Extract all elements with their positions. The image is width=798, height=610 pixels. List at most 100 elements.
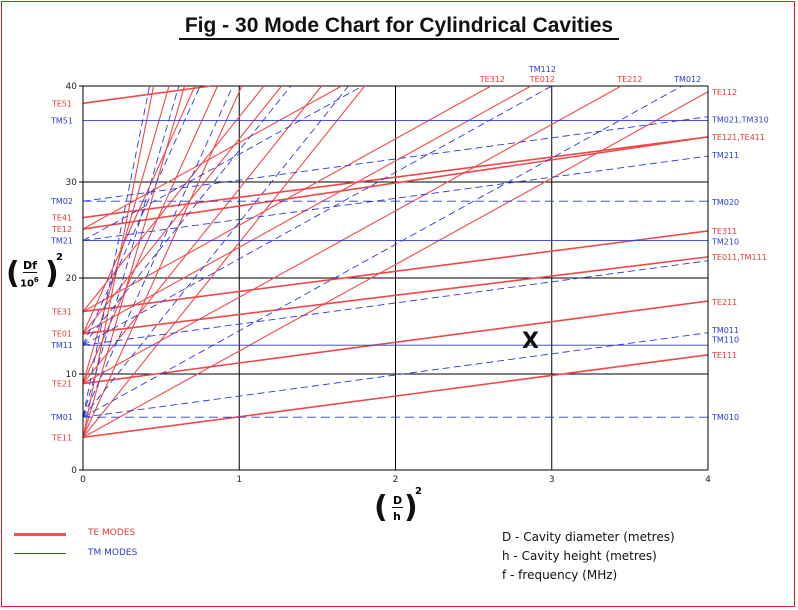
legend-tm-swatch — [14, 553, 66, 554]
legend-te-swatch — [14, 533, 66, 536]
y-label-denominator-base: 10 — [20, 278, 34, 290]
right-mode-label: TM211 — [711, 151, 739, 160]
series-line-te313 — [82, 85, 265, 312]
top-mode-label: TE012 — [529, 75, 555, 84]
left-mode-label: TE51 — [51, 99, 72, 108]
legend: TE MODES TM MODES — [14, 526, 214, 566]
x-axis-label: ( D h ) 2 — [374, 486, 424, 532]
series-line-te213 — [82, 85, 323, 384]
y-label-numerator: Df — [23, 259, 37, 273]
y-label-close-paren: ) — [45, 256, 59, 291]
x-label-close-paren: ) — [404, 490, 418, 525]
legend-item-tm: TM MODES — [14, 548, 214, 560]
series-line-tm113 — [82, 85, 292, 346]
x-tick-label: 3 — [549, 475, 555, 485]
left-mode-label: TE31 — [51, 308, 72, 317]
left-mode-label: TE11 — [51, 433, 72, 442]
series-line-te113 — [82, 85, 366, 438]
left-mode-label: TM21 — [50, 237, 73, 246]
series-line-tm016 — [82, 85, 150, 418]
x-tick-label: 0 — [80, 475, 86, 485]
series-line-te011-tm111 — [82, 256, 709, 335]
x-tick-label: 1 — [236, 475, 242, 485]
y-label-open-paren: ( — [6, 256, 20, 291]
series-line-tm111 — [82, 260, 709, 346]
definition-frequency: f - frequency (MHz) — [502, 568, 618, 582]
right-mode-label: TE112 — [711, 88, 737, 97]
left-mode-label: TM51 — [50, 117, 73, 126]
series-line-tm211 — [82, 155, 709, 242]
x-label-denominator: h — [393, 510, 401, 523]
series-line-te212 — [82, 85, 622, 385]
series-line-tm212 — [82, 85, 363, 241]
left-mode-label: TM11 — [50, 341, 73, 350]
x-tick-label: 4 — [705, 475, 711, 485]
mode-lines — [82, 85, 709, 439]
series-line-tm014 — [82, 85, 234, 418]
left-mode-label: TM01 — [50, 413, 73, 422]
left-mode-label: TE41 — [51, 214, 72, 223]
right-mode-label: TE111 — [711, 351, 737, 360]
series-line-tm011 — [82, 332, 709, 418]
x-marker: X — [522, 329, 539, 354]
top-mode-label: TM112 — [528, 65, 556, 74]
y-label-denominator: 106 — [20, 276, 39, 289]
chart-title-text: Fig - 30 Mode Chart for Cylindrical Cavi… — [178, 14, 620, 40]
top-mode-label: TE212 — [616, 75, 642, 84]
series-line-te111 — [82, 354, 709, 439]
series-line-tm112 — [82, 85, 552, 346]
legend-item-te: TE MODES — [14, 528, 214, 540]
right-mode-label: TM011 — [711, 326, 739, 335]
y-label-exponent: 2 — [56, 252, 63, 263]
x-label-numerator: D — [392, 494, 404, 508]
series-line-te121-te411 — [82, 136, 709, 230]
right-mode-label: TE311 — [711, 227, 737, 236]
right-mode-label: TM021,TM310 — [711, 116, 769, 125]
axes: 0 10 20 30 40 0 1 2 3 4 — [66, 82, 712, 485]
right-mode-label: TM010 — [711, 413, 739, 422]
chart-title: Fig - 30 Mode Chart for Cylindrical Cavi… — [0, 14, 798, 40]
legend-te-label: TE MODES — [88, 528, 136, 538]
mode-labels: TE51 TM51 TM02 TE41 TE12 TM21 TE31 TE01 TM11 TE21… — [50, 65, 769, 442]
series-line-tm114 — [82, 85, 201, 346]
series-line-tm013 — [82, 85, 349, 418]
series-line-tm012 — [82, 85, 683, 418]
series-line-te312 — [82, 85, 492, 313]
x-label-open-paren: ( — [374, 490, 388, 525]
series-line-tm021-tm310 — [82, 116, 709, 202]
top-mode-label: TM012 — [673, 75, 701, 84]
legend-tm-label: TM MODES — [88, 548, 138, 558]
y-tick-label: 40 — [66, 82, 78, 92]
definition-diameter: D - Cavity diameter (metres) — [502, 530, 675, 544]
series-line-te112 — [82, 91, 709, 438]
left-mode-label: TM02 — [50, 197, 73, 206]
y-axis-label: ( Df 106 ) 2 — [6, 252, 66, 295]
definition-height: h - Cavity height (metres) — [502, 549, 657, 563]
top-mode-label: TE312 — [479, 75, 505, 84]
y-tick-label: 10 — [66, 370, 78, 380]
series-line-tm015 — [82, 85, 180, 418]
right-mode-label: TE211 — [711, 298, 737, 307]
series-line-te116 — [82, 85, 155, 438]
right-mode-label: TE121,TE411 — [711, 133, 765, 142]
right-mode-label: TM210 — [711, 238, 739, 247]
series-line-te211 — [82, 300, 709, 385]
right-mode-label: TM110 — [711, 335, 739, 344]
definitions: D - Cavity diameter (metres) h - Cavity … — [502, 530, 675, 587]
y-label-denominator-exp: 6 — [33, 276, 39, 284]
y-tick-label: 0 — [71, 466, 77, 476]
left-mode-label: TE01 — [51, 330, 72, 339]
series-line-te014 — [82, 85, 196, 334]
left-mode-label: TE21 — [51, 380, 72, 389]
series-line-te013 — [82, 85, 283, 335]
right-mode-label: TE011,TM111 — [711, 253, 767, 262]
x-tick-label: 2 — [393, 475, 399, 485]
series-line-te114 — [82, 85, 243, 438]
series-line-te115 — [82, 85, 186, 438]
y-tick-label: 30 — [66, 178, 78, 188]
series-line-te511 — [82, 85, 211, 105]
right-mode-label: TM020 — [711, 198, 739, 207]
x-label-exponent: 2 — [415, 486, 422, 497]
